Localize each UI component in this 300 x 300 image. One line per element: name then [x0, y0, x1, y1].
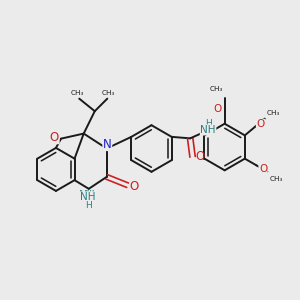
Text: O: O — [50, 131, 59, 144]
Text: H: H — [85, 201, 92, 210]
Text: N: N — [103, 137, 112, 151]
Text: CH₃: CH₃ — [270, 176, 283, 182]
Text: O: O — [130, 180, 139, 193]
Text: O: O — [256, 119, 265, 129]
Text: O: O — [259, 164, 267, 174]
Text: O: O — [213, 104, 221, 114]
Text: NH: NH — [79, 190, 96, 200]
Text: CH₃: CH₃ — [71, 90, 84, 96]
Text: NH: NH — [80, 192, 96, 202]
Text: CH₃: CH₃ — [210, 86, 223, 92]
Text: CH₃: CH₃ — [267, 110, 280, 116]
Text: CH₃: CH₃ — [102, 90, 116, 96]
Text: NH: NH — [200, 125, 216, 135]
Text: H: H — [84, 190, 91, 199]
Text: H: H — [205, 119, 212, 128]
Text: O: O — [195, 150, 205, 164]
